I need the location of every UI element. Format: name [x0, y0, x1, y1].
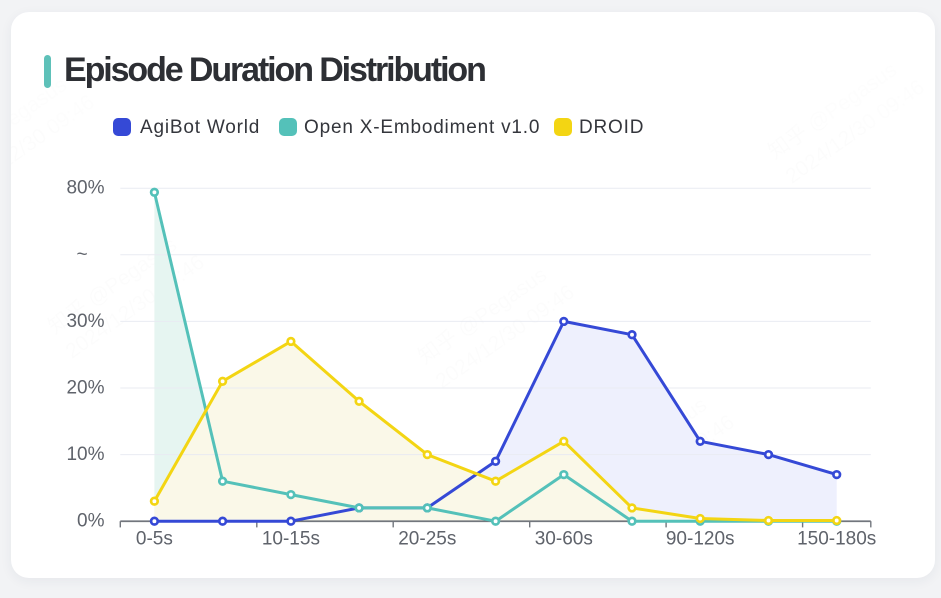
svg-text:30%: 30% — [66, 311, 104, 332]
svg-text:10%: 10% — [66, 444, 104, 465]
svg-text:90-120s: 90-120s — [666, 529, 735, 550]
svg-text:30-60s: 30-60s — [535, 529, 593, 550]
svg-text:10-15s: 10-15s — [262, 529, 320, 550]
svg-text:20%: 20% — [66, 378, 104, 399]
svg-text:0-5s: 0-5s — [136, 529, 173, 550]
svg-text:80%: 80% — [66, 178, 104, 199]
svg-text:0%: 0% — [77, 511, 105, 532]
svg-text:~: ~ — [76, 244, 87, 265]
svg-text:20-25s: 20-25s — [398, 529, 456, 550]
svg-text:150-180s: 150-180s — [797, 529, 876, 550]
